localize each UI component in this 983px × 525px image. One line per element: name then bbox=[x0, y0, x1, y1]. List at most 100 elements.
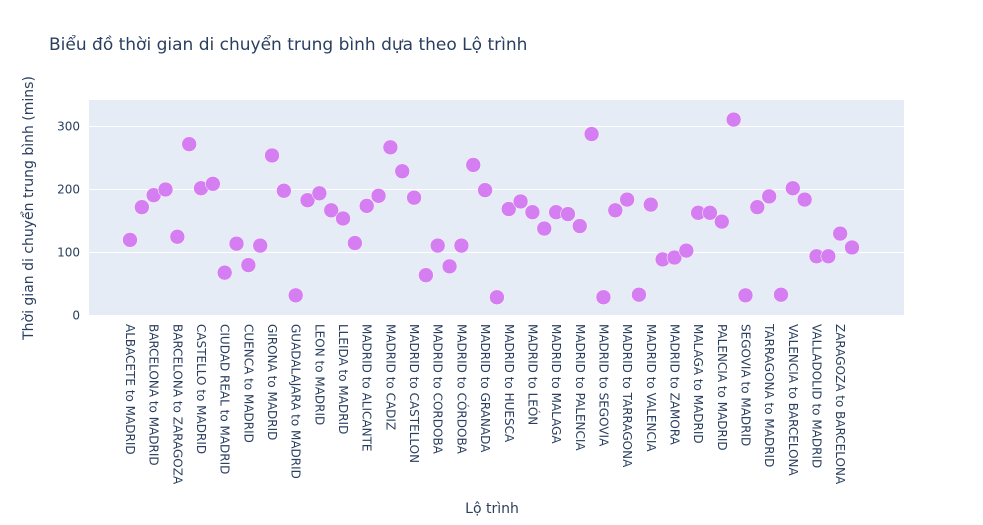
data-point[interactable] bbox=[749, 199, 766, 215]
gridlines bbox=[89, 126, 904, 316]
data-point[interactable] bbox=[607, 202, 624, 219]
x-tick-label: MADRID to ALICANTE bbox=[360, 324, 374, 452]
x-tick-label: MADRID to CÓRDOBA bbox=[454, 324, 469, 455]
x-tick-label: MADRID to CASTELLON bbox=[407, 324, 421, 463]
x-tick-label: MADRID to HUESCA bbox=[502, 324, 516, 443]
x-tick-label: ZARAGOZA to BARCELONA bbox=[833, 324, 847, 485]
data-point[interactable] bbox=[453, 237, 470, 254]
data-point[interactable] bbox=[370, 188, 387, 204]
x-tick-label: VALLADOLID to MADRID bbox=[809, 324, 823, 468]
chart-title: Biểu đồ thời gian di chuyển trung bình d… bbox=[49, 34, 527, 55]
data-point[interactable] bbox=[844, 239, 860, 256]
data-point[interactable] bbox=[382, 139, 399, 156]
data-point[interactable] bbox=[157, 181, 174, 198]
x-tick-label: CASTELLO to MADRID bbox=[194, 324, 208, 454]
data-point[interactable] bbox=[666, 249, 683, 266]
x-tick-label: MADRID to MALAGA bbox=[549, 324, 563, 444]
x-tick-label: MADRID to TARRAGONA bbox=[620, 324, 634, 468]
x-tick-label: SEGOVIA to MADRID bbox=[738, 324, 752, 446]
data-point[interactable] bbox=[725, 111, 742, 128]
data-point[interactable] bbox=[276, 183, 292, 199]
x-tick-label: BARCELONA to MADRID bbox=[147, 324, 161, 466]
data-point[interactable] bbox=[501, 201, 517, 217]
data-point[interactable] bbox=[122, 232, 138, 248]
x-tick-label: MADRID to LEÓN bbox=[525, 324, 540, 425]
y-tick-label: 100 bbox=[57, 246, 80, 260]
y-axis-ticks: 0 100 200 300 bbox=[57, 120, 80, 323]
data-point[interactable] bbox=[394, 163, 410, 179]
data-point[interactable] bbox=[252, 237, 268, 254]
data-point[interactable] bbox=[796, 191, 813, 208]
data-point[interactable] bbox=[619, 191, 635, 208]
data-point[interactable] bbox=[311, 185, 328, 202]
data-point[interactable] bbox=[228, 235, 245, 252]
x-tick-label: MADRID to CORDOBA bbox=[431, 324, 445, 455]
x-tick-label: PALENCIA to MADRID bbox=[715, 324, 729, 451]
x-tick-label: LEON to MADRID bbox=[312, 324, 326, 425]
data-point[interactable] bbox=[406, 189, 422, 206]
data-point[interactable] bbox=[205, 176, 221, 192]
x-tick-label: MADRID to SEGOVIA bbox=[596, 324, 610, 447]
plot-area bbox=[89, 100, 904, 316]
data-point[interactable] bbox=[347, 235, 363, 251]
x-tick-label: VALENCIA to BARCELONA bbox=[786, 324, 800, 477]
data-point[interactable] bbox=[761, 188, 777, 205]
data-point[interactable] bbox=[595, 289, 612, 305]
data-point[interactable] bbox=[169, 229, 186, 245]
data-point[interactable] bbox=[572, 218, 588, 234]
data-point[interactable] bbox=[643, 196, 659, 213]
x-axis-ticks: ALBACETE to MADRID BARCELONA to MADRID BAR… bbox=[123, 323, 847, 485]
data-point[interactable] bbox=[358, 198, 375, 214]
x-tick-label: ALBACETE to MADRID bbox=[123, 324, 137, 455]
data-point[interactable] bbox=[583, 126, 600, 142]
data-points bbox=[122, 111, 860, 305]
x-tick-label: MADRID to GRANADA bbox=[478, 324, 492, 453]
data-point[interactable] bbox=[287, 287, 304, 304]
x-tick-label: MADRID to PALENCIA bbox=[573, 324, 587, 451]
data-point[interactable] bbox=[678, 242, 695, 259]
data-point[interactable] bbox=[702, 205, 718, 221]
data-point[interactable] bbox=[429, 237, 446, 254]
data-point[interactable] bbox=[216, 264, 233, 281]
data-point[interactable] bbox=[441, 258, 458, 275]
data-point[interactable] bbox=[773, 286, 789, 303]
x-tick-label: CUENCA to MADRID bbox=[241, 324, 255, 443]
data-point[interactable] bbox=[299, 192, 316, 208]
data-point[interactable] bbox=[264, 147, 280, 164]
x-tick-label: GIRONA to MADRID bbox=[265, 324, 279, 440]
data-point[interactable] bbox=[832, 225, 848, 242]
data-point[interactable] bbox=[240, 257, 257, 273]
data-point[interactable] bbox=[785, 180, 801, 196]
x-tick-label: GUADALAJARA to MADRID bbox=[289, 324, 303, 479]
x-tick-label: MADRID to CADIZ bbox=[383, 324, 397, 430]
data-point[interactable] bbox=[737, 287, 754, 304]
data-point[interactable] bbox=[323, 202, 339, 219]
data-point[interactable] bbox=[536, 220, 553, 237]
data-point[interactable] bbox=[820, 248, 837, 265]
data-point[interactable] bbox=[560, 206, 576, 222]
data-point[interactable] bbox=[631, 286, 647, 303]
x-tick-label: LLEIDA to MADRID bbox=[336, 324, 350, 434]
y-tick-label: 300 bbox=[57, 120, 80, 134]
x-axis-title: Lộ trình bbox=[465, 501, 519, 517]
x-tick-label: MALAGA to MADRID bbox=[691, 324, 705, 444]
data-point[interactable] bbox=[465, 157, 481, 173]
y-axis-title: Thời gian di chuyển trung bình (mins) bbox=[20, 76, 37, 341]
data-point[interactable] bbox=[489, 289, 505, 305]
y-tick-label: 200 bbox=[57, 183, 80, 197]
x-tick-label: TARRAGONA to MADRID bbox=[762, 323, 776, 467]
data-point[interactable] bbox=[524, 204, 541, 220]
x-tick-label: CIUDAD REAL to MADRID bbox=[218, 324, 232, 474]
data-point[interactable] bbox=[714, 213, 730, 230]
data-point[interactable] bbox=[418, 267, 434, 283]
x-tick-label: MADRID to VALENCIA bbox=[644, 324, 658, 452]
x-tick-label: BARCELONA to ZARAGOZA bbox=[170, 324, 184, 485]
y-tick-label: 0 bbox=[72, 309, 80, 323]
data-point[interactable] bbox=[512, 193, 529, 210]
x-tick-label: MADRID to ZAMORA bbox=[667, 324, 681, 446]
data-point[interactable] bbox=[134, 199, 150, 215]
data-point[interactable] bbox=[477, 182, 493, 198]
data-point[interactable] bbox=[181, 136, 197, 152]
data-point[interactable] bbox=[335, 210, 351, 227]
